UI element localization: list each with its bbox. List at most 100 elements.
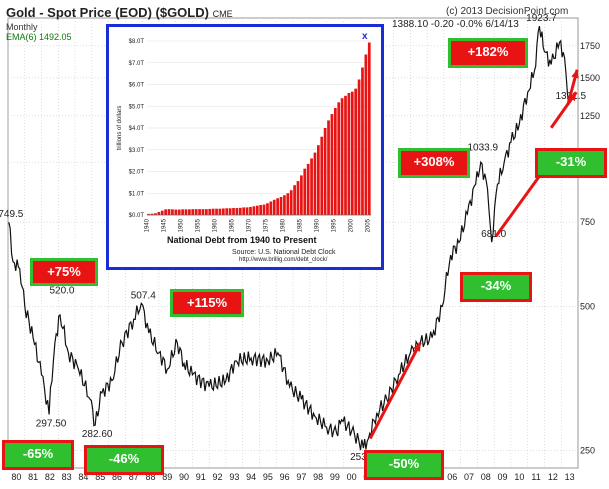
inset-y-tick-label: $7.0T <box>129 61 145 67</box>
x-tick-label: 80 <box>11 472 21 482</box>
inset-bar <box>242 207 246 215</box>
inset-bar <box>164 209 167 215</box>
y-tick-label: 1750 <box>580 41 600 51</box>
callout-minus-65: -65% <box>2 440 74 470</box>
inset-bar <box>283 195 286 215</box>
price-annotation: 282.60 <box>82 429 113 440</box>
inset-bar <box>225 208 229 215</box>
inset-title: National Debt from 1940 to Present <box>167 235 317 245</box>
inset-bar <box>154 213 157 215</box>
inset-bar <box>249 206 252 215</box>
y-tick-label: 1250 <box>580 111 600 121</box>
x-tick-label: 87 <box>129 472 139 482</box>
inset-bar <box>327 120 330 215</box>
inset-bar <box>245 207 249 215</box>
inset-bar <box>252 206 256 215</box>
inset-bar <box>232 208 235 215</box>
y-tick-label: 250 <box>580 446 595 456</box>
inset-bar <box>293 185 296 215</box>
inset-bar <box>215 208 218 215</box>
inset-bar <box>191 209 195 215</box>
inset-bar <box>361 67 364 215</box>
inset-bar <box>167 209 171 215</box>
inset-bar <box>160 210 164 215</box>
x-tick-label: 89 <box>162 472 172 482</box>
inset-bar <box>177 209 181 215</box>
inset-bar <box>194 209 198 215</box>
inset-bar <box>208 208 212 215</box>
x-tick-label: 91 <box>196 472 206 482</box>
arrow-head <box>571 69 579 79</box>
price-annotation: 297.50 <box>36 418 67 429</box>
inset-x-tick-label: 1990 <box>314 218 320 232</box>
inset-x-tick-label: 2005 <box>365 218 371 232</box>
callout-plus-75: +75% <box>30 258 98 286</box>
inset-x-tick-label: 1945 <box>162 218 168 232</box>
inset-bar <box>317 145 320 215</box>
inset-bar <box>333 107 337 215</box>
x-tick-label: 06 <box>447 472 457 482</box>
inset-y-tick-label: $2.0T <box>129 170 145 176</box>
x-tick-label: 09 <box>498 472 508 482</box>
inset-y-tick-label: $1.0T <box>129 191 145 197</box>
inset-bar <box>310 158 313 215</box>
arrow-head <box>568 92 577 102</box>
callout-plus-308: +308% <box>398 148 470 178</box>
x-tick-label: 81 <box>28 472 38 482</box>
y-tick-label: 500 <box>580 301 595 311</box>
x-tick-label: 10 <box>514 472 524 482</box>
inset-close-icon[interactable]: x <box>362 31 368 42</box>
ema-label: EMA(6) 1492.05 <box>6 32 72 42</box>
callout-plus-115: +115% <box>170 289 244 317</box>
inset-bar <box>228 208 232 215</box>
inset-bar <box>337 102 341 215</box>
exchange-label: CME <box>212 9 233 19</box>
inset-source-url: http://www.brillig.com/debt_clock/ <box>239 257 328 263</box>
inset-x-tick-label: 2000 <box>348 218 354 232</box>
inset-bar <box>188 209 191 215</box>
inset-bar <box>174 209 178 215</box>
x-tick-label: 92 <box>213 472 223 482</box>
x-tick-label: 86 <box>112 472 122 482</box>
inset-bar <box>262 204 266 215</box>
x-tick-label: 12 <box>548 472 558 482</box>
inset-x-tick-label: 1975 <box>263 218 269 232</box>
x-tick-label: 07 <box>464 472 474 482</box>
x-tick-label: 84 <box>78 472 88 482</box>
inset-x-tick-label: 1950 <box>179 218 185 232</box>
inset-y-tick-label: $0.0T <box>129 213 145 219</box>
callout-minus-46: -46% <box>84 445 164 475</box>
inset-bar <box>269 201 273 215</box>
period-label: Monthly <box>6 22 38 32</box>
inset-x-tick-label: 1965 <box>230 218 236 232</box>
y-tick-label: 1500 <box>580 73 600 83</box>
inset-bar <box>201 209 205 215</box>
inset-bar <box>266 203 269 215</box>
inset-bar <box>350 91 354 215</box>
inset-x-tick-label: 1960 <box>213 218 219 232</box>
price-annotation: 507.4 <box>131 290 156 301</box>
price-annotation: 749.5 <box>0 209 24 220</box>
chart-title-text: Gold - Spot Price (EOD) ($GOLD) <box>6 5 209 20</box>
inset-source: Source: U.S. National Debt Clock <box>232 249 336 256</box>
inset-bar <box>147 213 151 215</box>
inset-bar <box>347 92 351 215</box>
inset-bar <box>259 205 263 215</box>
inset-x-tick-label: 1955 <box>196 218 202 232</box>
inset-bar <box>300 175 303 215</box>
inset-bar <box>272 199 276 215</box>
x-tick-label: 96 <box>280 472 290 482</box>
y-tick-label: 750 <box>580 217 595 227</box>
inset-bar <box>344 95 347 215</box>
x-tick-label: 08 <box>481 472 491 482</box>
x-tick-label: 90 <box>179 472 189 482</box>
x-tick-label: 95 <box>263 472 273 482</box>
inset-bar <box>181 209 184 215</box>
x-tick-label: 93 <box>229 472 239 482</box>
national-debt-inset: $0.0T $1.0T $2.0T $3.0T $4.0T $5.0T $6.0T $7.0T… <box>106 24 384 270</box>
inset-bar <box>364 54 368 216</box>
inset-bar <box>238 207 242 215</box>
inset-bar <box>296 181 300 215</box>
callout-plus-182: +182% <box>448 38 528 68</box>
inset-y-axis-label: trillions of dollars <box>117 106 123 151</box>
